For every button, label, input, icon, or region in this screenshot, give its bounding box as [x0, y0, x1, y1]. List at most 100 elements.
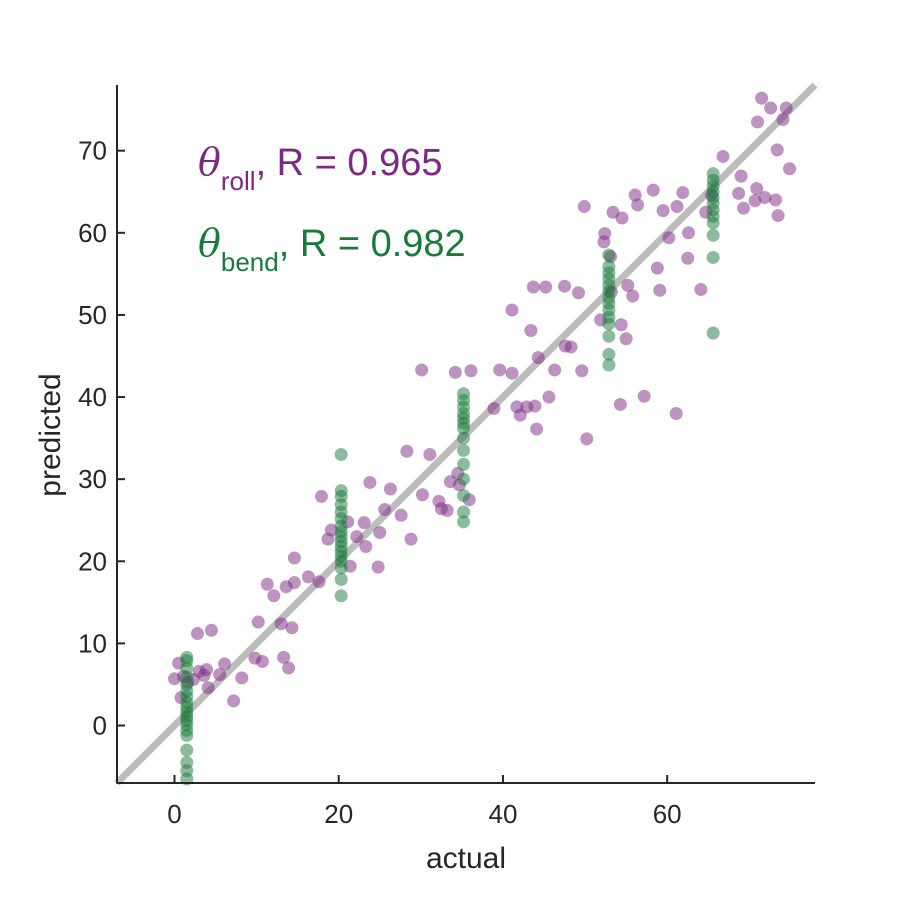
data-point-roll [564, 340, 578, 354]
data-point-roll [251, 615, 265, 629]
data-point-roll [190, 627, 204, 641]
data-point-roll [682, 226, 696, 240]
data-point-roll [764, 101, 778, 115]
data-point-roll [201, 681, 215, 695]
data-point-roll [598, 227, 612, 241]
data-point-roll [448, 365, 462, 379]
data-point-bend [602, 329, 616, 343]
data-point-roll [371, 560, 385, 574]
data-point-roll [614, 318, 628, 332]
data-point-roll [750, 181, 764, 195]
data-point-bend [457, 443, 471, 457]
data-point-roll [218, 657, 232, 671]
data-point-roll [631, 198, 645, 212]
data-point-roll [656, 204, 670, 218]
data-point-roll [676, 186, 690, 200]
data-point-roll [301, 570, 315, 584]
data-point-roll [783, 162, 797, 176]
data-point-roll [383, 482, 397, 496]
data-point-roll [694, 282, 708, 296]
data-point-roll [505, 366, 519, 380]
data-point-roll [621, 278, 635, 292]
data-point-bend [457, 457, 471, 471]
data-point-roll [400, 444, 414, 458]
data-point-roll [575, 364, 589, 378]
data-point-roll [493, 363, 507, 377]
data-point-bend [706, 216, 720, 230]
data-point-roll [505, 303, 519, 317]
data-point-bend [334, 589, 348, 603]
data-point-roll [531, 351, 545, 365]
y-tick-label: 40 [78, 382, 107, 412]
data-point-roll [314, 489, 328, 503]
data-point-bend [602, 317, 616, 331]
y-tick-label: 0 [93, 711, 107, 741]
data-point-bend [457, 505, 471, 519]
data-point-roll [548, 363, 562, 377]
series-bend [180, 167, 720, 786]
data-point-roll [528, 399, 542, 413]
x-tick-label: 40 [488, 799, 517, 829]
data-point-roll [626, 289, 640, 303]
data-point-bend [334, 448, 348, 462]
data-point-bend [457, 489, 471, 503]
series-roll [167, 91, 797, 708]
data-point-bend [706, 228, 720, 242]
data-point-roll [716, 149, 730, 163]
data-point-roll [681, 251, 695, 265]
x-tick-label: 60 [653, 799, 682, 829]
data-point-roll [255, 654, 269, 668]
data-point-roll [734, 169, 748, 183]
data-point-roll [274, 617, 288, 631]
data-point-bend [457, 421, 471, 435]
data-point-bend [180, 661, 194, 675]
data-point-roll [770, 143, 784, 157]
y-tick-label: 30 [78, 464, 107, 494]
annotation-bend: θbend, R = 0.982 [198, 221, 466, 277]
data-point-roll [637, 389, 651, 403]
data-point-bend [457, 515, 471, 529]
data-point-roll [755, 91, 769, 105]
data-point-roll [530, 422, 544, 436]
y-tick-label: 70 [78, 136, 107, 166]
data-point-roll [312, 575, 326, 589]
data-point-roll [282, 661, 296, 675]
data-point-roll [615, 211, 629, 225]
data-point-roll [613, 397, 627, 411]
data-point-roll [751, 115, 765, 129]
data-point-roll [653, 283, 667, 297]
data-point-roll [542, 390, 556, 404]
data-point-roll [669, 406, 683, 420]
data-point-bend [457, 472, 471, 486]
data-point-roll [415, 363, 429, 377]
data-point-roll [662, 231, 676, 245]
data-point-roll [213, 668, 227, 682]
data-point-bend [180, 728, 194, 742]
data-point-bend [602, 358, 616, 372]
data-point-roll [415, 488, 429, 502]
x-tick-label: 20 [324, 799, 353, 829]
data-point-roll [577, 200, 591, 214]
data-point-roll [464, 364, 478, 378]
data-point-roll [524, 324, 538, 338]
data-point-roll [619, 332, 633, 346]
y-tick-label: 10 [78, 628, 107, 658]
data-point-roll [487, 402, 501, 416]
data-point-roll [758, 191, 772, 205]
data-point-roll [771, 209, 785, 223]
data-point-roll [267, 589, 281, 603]
data-point-roll [235, 671, 249, 685]
data-point-roll [404, 532, 418, 546]
data-point-bend [706, 250, 720, 264]
y-tick-label: 60 [78, 218, 107, 248]
data-point-roll [200, 663, 214, 677]
data-point-roll [580, 432, 594, 446]
y-tick-label: 20 [78, 546, 107, 576]
data-point-roll [779, 101, 793, 115]
data-point-roll [748, 194, 762, 208]
data-point-roll [373, 526, 387, 540]
data-point-roll [350, 530, 364, 544]
y-axis-label: predicted [34, 373, 67, 496]
data-point-roll [394, 508, 408, 522]
